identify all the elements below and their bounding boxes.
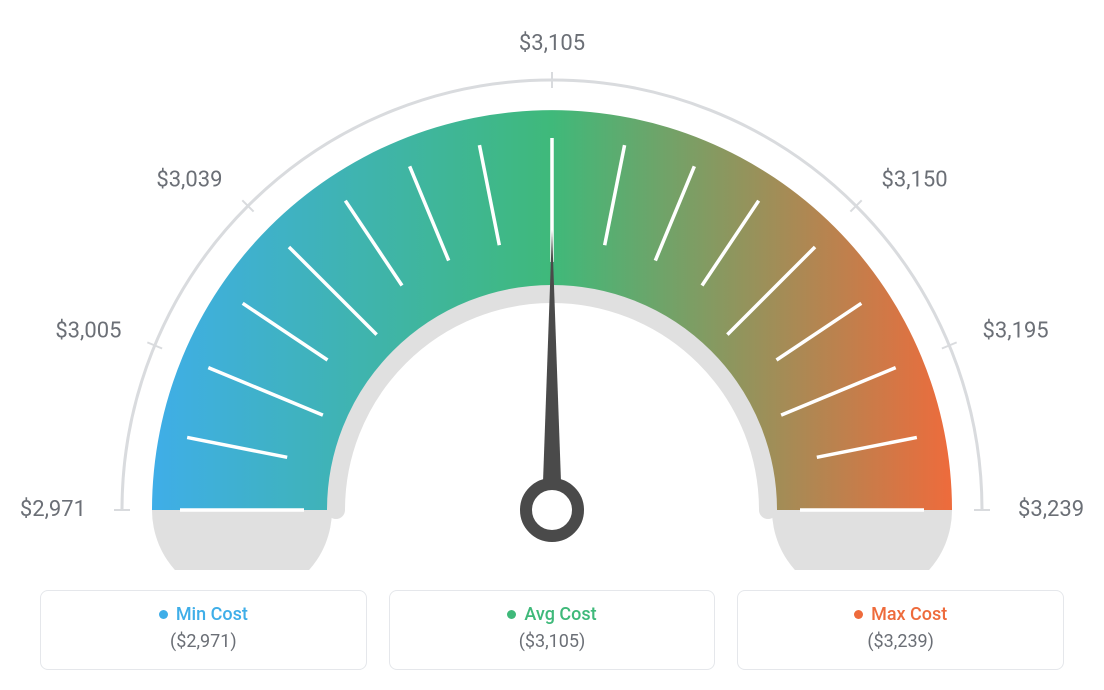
legend-label-avg-text: Avg Cost — [524, 604, 596, 625]
legend-label-min-text: Min Cost — [176, 604, 248, 625]
gauge-tick-label: $3,105 — [519, 31, 585, 56]
legend-label-max-text: Max Cost — [871, 604, 947, 625]
legend-dot-min — [159, 610, 168, 619]
legend-card-avg: Avg Cost ($3,105) — [389, 590, 716, 670]
legend-label-min: Min Cost — [159, 604, 248, 625]
legend-card-max: Max Cost ($3,239) — [737, 590, 1064, 670]
legend-dot-avg — [507, 610, 516, 619]
legend-value-max: ($3,239) — [867, 631, 934, 652]
cost-gauge-infographic: $2,971 $3,005 $3,039 $3,105 $3,150 $3,195 $3,2… — [0, 0, 1104, 690]
gauge-tick-label: $3,039 — [156, 167, 222, 192]
gauge-tick-label: $3,239 — [1018, 497, 1084, 522]
legend-row: Min Cost ($2,971) Avg Cost ($3,105) Max … — [0, 580, 1104, 690]
legend-value-min: ($2,971) — [170, 631, 237, 652]
legend-card-min: Min Cost ($2,971) — [40, 590, 367, 670]
gauge-tick-label: $3,150 — [882, 167, 948, 192]
legend-dot-max — [854, 610, 863, 619]
gauge-hub — [526, 484, 578, 536]
gauge-tick-label: $2,971 — [20, 497, 86, 522]
legend-label-max: Max Cost — [854, 604, 947, 625]
legend-label-avg: Avg Cost — [507, 604, 596, 625]
legend-value-avg: ($3,105) — [519, 631, 586, 652]
gauge-chart: $2,971 $3,005 $3,039 $3,105 $3,150 $3,195 $3,2… — [0, 0, 1104, 570]
gauge-svg: $2,971 $3,005 $3,039 $3,105 $3,150 $3,195 $3,2… — [0, 0, 1104, 570]
gauge-tick-label: $3,195 — [983, 319, 1049, 344]
gauge-tick-label: $3,005 — [55, 319, 121, 344]
